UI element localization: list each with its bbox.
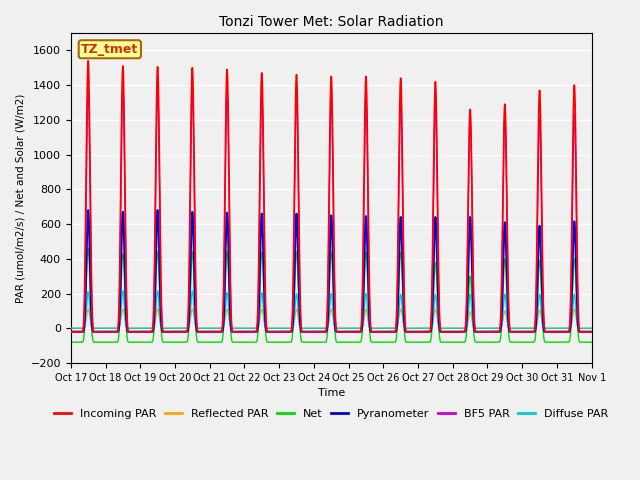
Y-axis label: PAR (umol/m2/s) / Net and Solar (W/m2): PAR (umol/m2/s) / Net and Solar (W/m2) [15, 93, 25, 303]
Incoming PAR [67, 329, 75, 335]
Pyranometer [173, 329, 180, 335]
Net [262, 333, 269, 338]
Text: TZ_tmet: TZ_tmet [81, 43, 138, 56]
Pyranometer [262, 325, 269, 331]
BF5 PAR [586, 329, 594, 335]
Net [477, 339, 484, 345]
Diffuse PAR [179, 325, 186, 331]
Line: Net: Net [71, 248, 591, 342]
Diffuse PAR [173, 325, 180, 331]
Reflected PAR [67, 325, 75, 331]
Net [179, 339, 186, 345]
Diffuse PAR [67, 325, 75, 331]
Legend: Incoming PAR, Reflected PAR, Net, Pyranometer, BF5 PAR, Diffuse PAR: Incoming PAR, Reflected PAR, Net, Pyrano… [50, 405, 612, 423]
Line: Reflected PAR: Reflected PAR [71, 309, 591, 328]
Reflected PAR [588, 325, 595, 331]
Incoming PAR [84, 58, 92, 64]
Incoming PAR [173, 329, 180, 335]
Pyranometer [588, 329, 595, 335]
Reflected PAR [262, 325, 269, 331]
Diffuse PAR [262, 325, 269, 331]
BF5 PAR [119, 84, 127, 90]
Net [588, 339, 595, 345]
Incoming PAR [586, 329, 594, 335]
Incoming PAR [262, 309, 269, 315]
BF5 PAR [588, 329, 595, 335]
Diffuse PAR [588, 325, 595, 331]
Incoming PAR [477, 329, 484, 335]
Reflected PAR [586, 325, 594, 331]
Line: Pyranometer: Pyranometer [71, 210, 591, 332]
Reflected PAR [179, 325, 186, 331]
Line: Incoming PAR: Incoming PAR [71, 61, 591, 332]
BF5 PAR [477, 329, 484, 335]
Reflected PAR [477, 325, 484, 331]
Reflected PAR [84, 306, 92, 312]
Line: Diffuse PAR: Diffuse PAR [71, 291, 591, 328]
Pyranometer [477, 329, 484, 335]
Incoming PAR [588, 329, 595, 335]
Reflected PAR [173, 325, 180, 331]
BF5 PAR [179, 329, 186, 335]
Pyranometer [403, 329, 411, 335]
Net [586, 339, 594, 345]
BF5 PAR [173, 329, 180, 335]
Diffuse PAR [586, 325, 594, 331]
Diffuse PAR [119, 288, 127, 294]
BF5 PAR [67, 329, 75, 335]
Net [84, 245, 92, 251]
Incoming PAR [403, 329, 411, 335]
Pyranometer [179, 329, 186, 335]
Diffuse PAR [403, 325, 411, 331]
X-axis label: Time: Time [317, 388, 345, 398]
BF5 PAR [262, 317, 269, 323]
Pyranometer [84, 207, 92, 213]
Title: Tonzi Tower Met: Solar Radiation: Tonzi Tower Met: Solar Radiation [219, 15, 444, 29]
Net [67, 339, 75, 345]
Incoming PAR [179, 329, 186, 335]
BF5 PAR [403, 329, 411, 335]
Diffuse PAR [477, 325, 484, 331]
Net [173, 339, 180, 345]
Pyranometer [67, 329, 75, 335]
Line: BF5 PAR: BF5 PAR [71, 87, 591, 332]
Reflected PAR [403, 325, 411, 331]
Net [403, 339, 411, 345]
Pyranometer [586, 329, 594, 335]
